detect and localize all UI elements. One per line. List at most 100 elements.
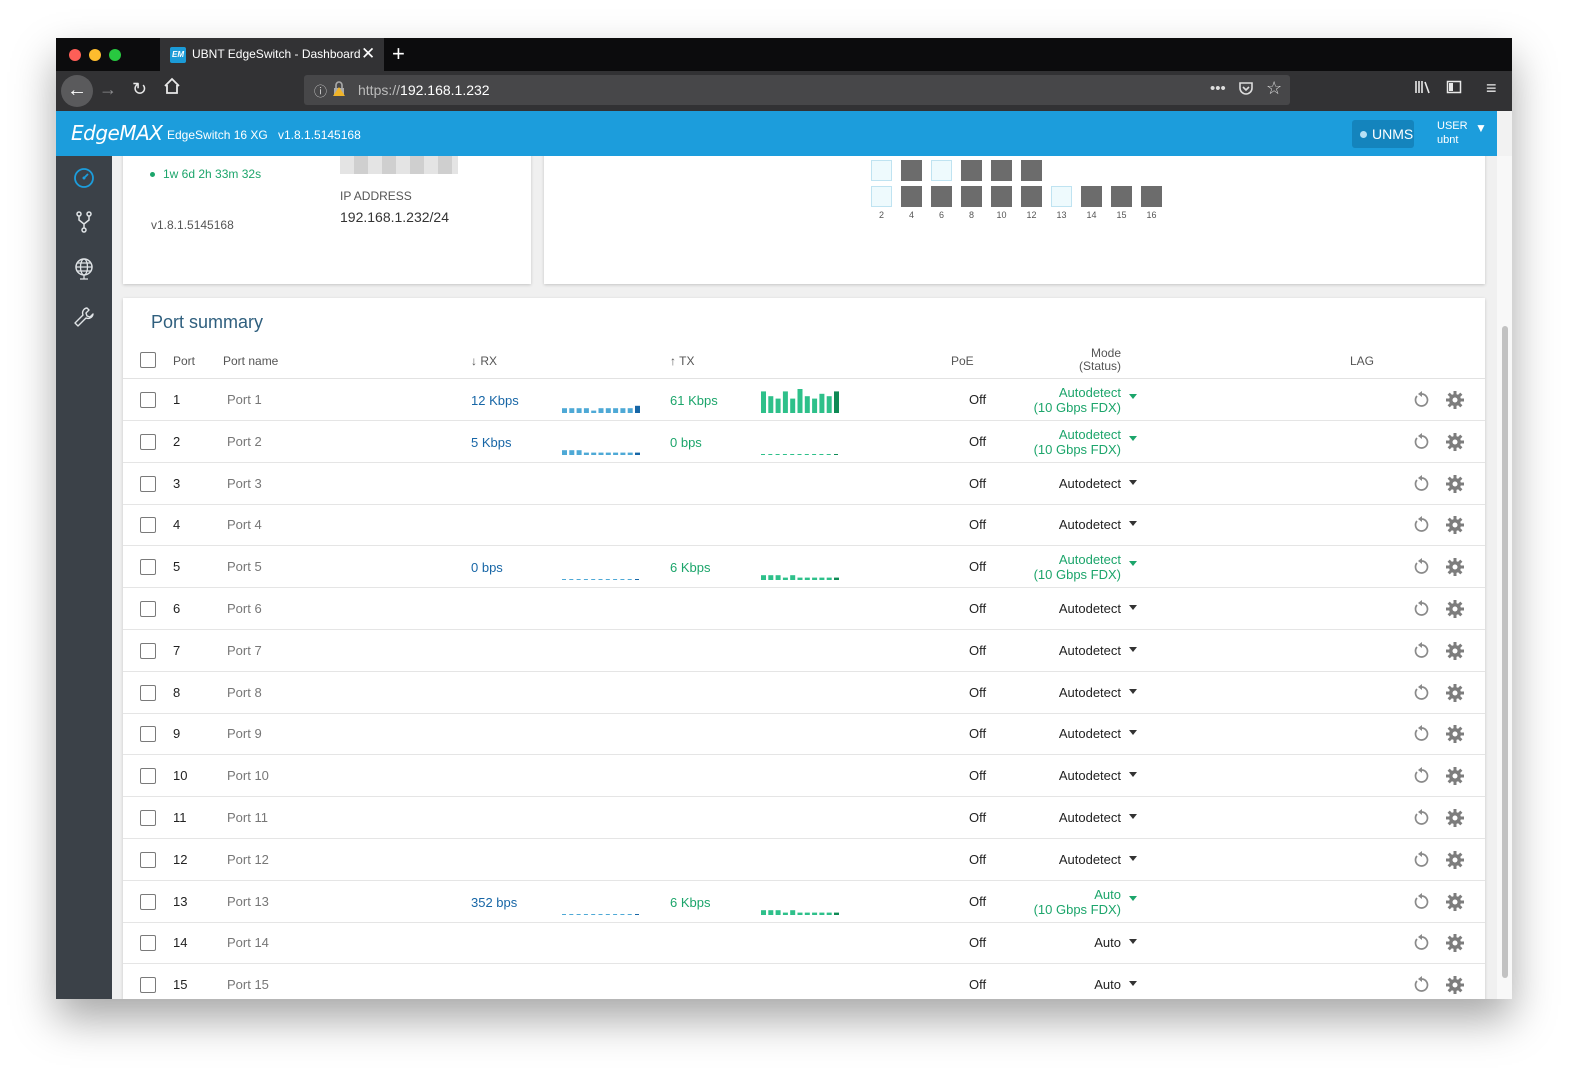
mode-caret-icon[interactable] [1129, 855, 1137, 861]
reset-port-icon[interactable] [1413, 892, 1431, 916]
new-tab-plus-icon[interactable]: + [392, 41, 405, 66]
port-map-port-odd[interactable] [931, 160, 952, 181]
port-select-checkbox[interactable] [140, 517, 156, 534]
port-select-checkbox[interactable] [140, 977, 156, 994]
gear-icon[interactable] [1445, 432, 1465, 457]
zoom-window-button[interactable] [109, 49, 121, 61]
site-info-icon[interactable]: ⓘ [314, 84, 328, 99]
mode-dropdown[interactable]: Autodetect [1059, 685, 1121, 700]
pocket-icon[interactable] [1238, 80, 1254, 100]
port-name[interactable]: Port 5 [227, 559, 262, 575]
url-bar[interactable]: ⓘ https://192.168.1.232 ••• ☆ [304, 75, 1290, 105]
mode-caret-icon[interactable] [1129, 772, 1137, 778]
mode-dropdown[interactable]: Auto [1094, 935, 1121, 950]
mode-dropdown[interactable]: Autodetect [1059, 852, 1121, 867]
close-window-button[interactable] [69, 49, 81, 61]
port-select-checkbox[interactable] [140, 642, 156, 659]
mode-caret-icon[interactable] [1129, 939, 1137, 945]
port-map-port-6[interactable] [931, 186, 952, 207]
forward-arrow-icon[interactable]: → [99, 79, 117, 99]
select-all-checkbox[interactable] [140, 352, 156, 368]
mode-dropdown[interactable]: Autodetect [1059, 476, 1121, 491]
port-map-port-odd[interactable] [1021, 160, 1042, 181]
port-name[interactable]: Port 13 [227, 893, 269, 909]
gear-icon[interactable] [1445, 892, 1465, 917]
mode-caret-icon[interactable] [1129, 646, 1137, 652]
reset-port-icon[interactable] [1413, 725, 1431, 748]
port-name[interactable]: Port 14 [227, 935, 269, 951]
gear-icon[interactable] [1445, 641, 1465, 666]
port-map-port-2[interactable] [871, 186, 892, 207]
mode-dropdown[interactable]: Autodetect (10 Gbps FDX) [1034, 385, 1121, 415]
user-menu-caret-icon[interactable]: ▼ [1475, 121, 1487, 135]
mode-dropdown[interactable]: Auto (10 Gbps FDX) [1034, 887, 1121, 917]
mode-dropdown[interactable]: Autodetect [1059, 726, 1121, 741]
port-name[interactable]: Port 10 [227, 768, 269, 784]
port-name[interactable]: Port 3 [227, 475, 262, 491]
mode-dropdown[interactable]: Autodetect [1059, 643, 1121, 658]
reset-port-icon[interactable] [1413, 641, 1431, 665]
browser-tab[interactable]: EM UBNT EdgeSwitch - Dashboard ✕ [160, 38, 384, 71]
port-name[interactable]: Port 8 [227, 684, 262, 700]
gear-icon[interactable] [1445, 683, 1465, 708]
insecure-lock-icon[interactable] [332, 81, 346, 100]
gear-icon[interactable] [1445, 474, 1465, 499]
reset-port-icon[interactable] [1413, 934, 1431, 957]
mode-dropdown[interactable]: Autodetect [1059, 517, 1121, 532]
port-select-checkbox[interactable] [140, 601, 156, 617]
port-map-port-odd[interactable] [961, 160, 982, 181]
port-select-checkbox[interactable] [140, 810, 156, 826]
home-icon[interactable] [163, 77, 181, 100]
port-select-checkbox[interactable] [140, 433, 156, 450]
reset-port-icon[interactable] [1413, 558, 1431, 581]
port-select-checkbox[interactable] [140, 768, 156, 785]
gear-icon[interactable] [1445, 808, 1465, 833]
mode-caret-icon[interactable] [1129, 895, 1137, 901]
mode-caret-icon[interactable] [1129, 814, 1137, 819]
port-map-port-13[interactable] [1051, 186, 1072, 207]
column-header-lag[interactable]: LAG [1350, 354, 1375, 368]
mode-dropdown[interactable]: Auto [1094, 977, 1121, 992]
mode-dropdown[interactable]: Autodetect (10 Gbps FDX) [1034, 552, 1121, 582]
scrollbar-thumb[interactable] [1502, 326, 1508, 978]
port-select-checkbox[interactable] [140, 935, 156, 952]
reset-port-icon[interactable] [1413, 767, 1431, 790]
port-map-port-16[interactable] [1141, 186, 1162, 207]
port-select-checkbox[interactable] [140, 684, 156, 701]
user-menu[interactable]: USER ubnt [1437, 119, 1468, 147]
port-map-port-8[interactable] [961, 186, 982, 207]
port-select-checkbox[interactable] [140, 851, 156, 868]
gear-icon[interactable] [1445, 933, 1465, 958]
column-header-tx[interactable]: ↑ TX [670, 354, 695, 368]
edgemax-logo[interactable]: EdgeMAX [71, 121, 163, 145]
sidebar-item-network[interactable] [56, 249, 112, 289]
port-name[interactable]: Port 1 [227, 392, 262, 407]
port-name[interactable]: Port 2 [227, 433, 262, 449]
reset-port-icon[interactable] [1413, 391, 1431, 414]
page-actions-icon[interactable]: ••• [1210, 80, 1226, 97]
page-scrollbar[interactable] [1497, 156, 1512, 999]
column-header-port-name[interactable]: Port name [223, 354, 279, 368]
gear-icon[interactable] [1445, 557, 1465, 582]
column-header-poe[interactable]: PoE [951, 354, 974, 368]
menu-hamburger-icon[interactable]: ≡ [1486, 78, 1497, 98]
port-map-port-odd[interactable] [871, 160, 892, 181]
reset-port-icon[interactable] [1413, 474, 1431, 498]
reset-port-icon[interactable] [1413, 809, 1431, 832]
mode-caret-icon[interactable] [1129, 394, 1137, 399]
sidebar-item-tools[interactable] [56, 297, 112, 337]
port-name[interactable]: Port 15 [227, 977, 269, 993]
back-arrow-icon[interactable]: ← [61, 75, 93, 107]
port-map-port-odd[interactable] [991, 160, 1012, 181]
minimize-window-button[interactable] [89, 49, 101, 61]
port-map-port-15[interactable] [1111, 186, 1132, 207]
port-name[interactable]: Port 9 [227, 726, 262, 742]
mode-dropdown[interactable]: Autodetect [1059, 601, 1121, 616]
port-map-port-12[interactable] [1021, 186, 1042, 207]
sidebar-item-topology[interactable] [56, 202, 112, 242]
port-select-checkbox[interactable] [140, 392, 156, 408]
reload-icon[interactable]: ↻ [132, 79, 148, 99]
mode-dropdown[interactable]: Autodetect [1059, 768, 1121, 783]
sidebar-toggle-icon[interactable] [1446, 79, 1462, 100]
mode-caret-icon[interactable] [1129, 479, 1137, 485]
